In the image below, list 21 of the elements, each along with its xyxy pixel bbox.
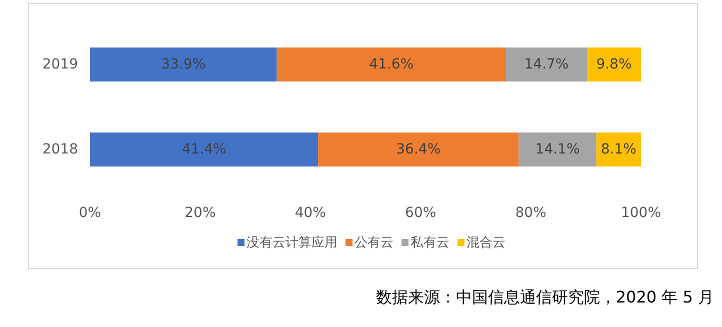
y-tick: 2018 [42,141,78,158]
data-label: 14.1% [535,141,580,158]
legend-label: 混合云 [466,236,506,251]
x-tick: 80% [515,204,546,221]
data-label: 41.4% [182,141,226,158]
data-label: 41.6% [369,56,414,72]
data-label: 9.8% [596,56,632,72]
x-tick: 60% [405,204,436,221]
x-tick: 20% [184,204,216,221]
legend-label: 没有云计算应用 [246,236,338,251]
data-label: 14.7% [524,56,569,72]
x-tick: 100% [620,204,662,221]
data-label: 36.4% [396,141,441,158]
y-tick: 2019 [42,56,78,72]
x-tick: 0% [78,204,102,221]
data-label: 33.9% [161,56,206,72]
data-label: 8.1% [600,141,636,158]
legend-label: 公有云 [354,236,394,251]
legend-label: 私有云 [410,236,450,251]
x-tick: 40% [294,204,326,221]
annotation: 数据来源：中国信息通信研究院，2020 年 5 月 [376,287,714,306]
